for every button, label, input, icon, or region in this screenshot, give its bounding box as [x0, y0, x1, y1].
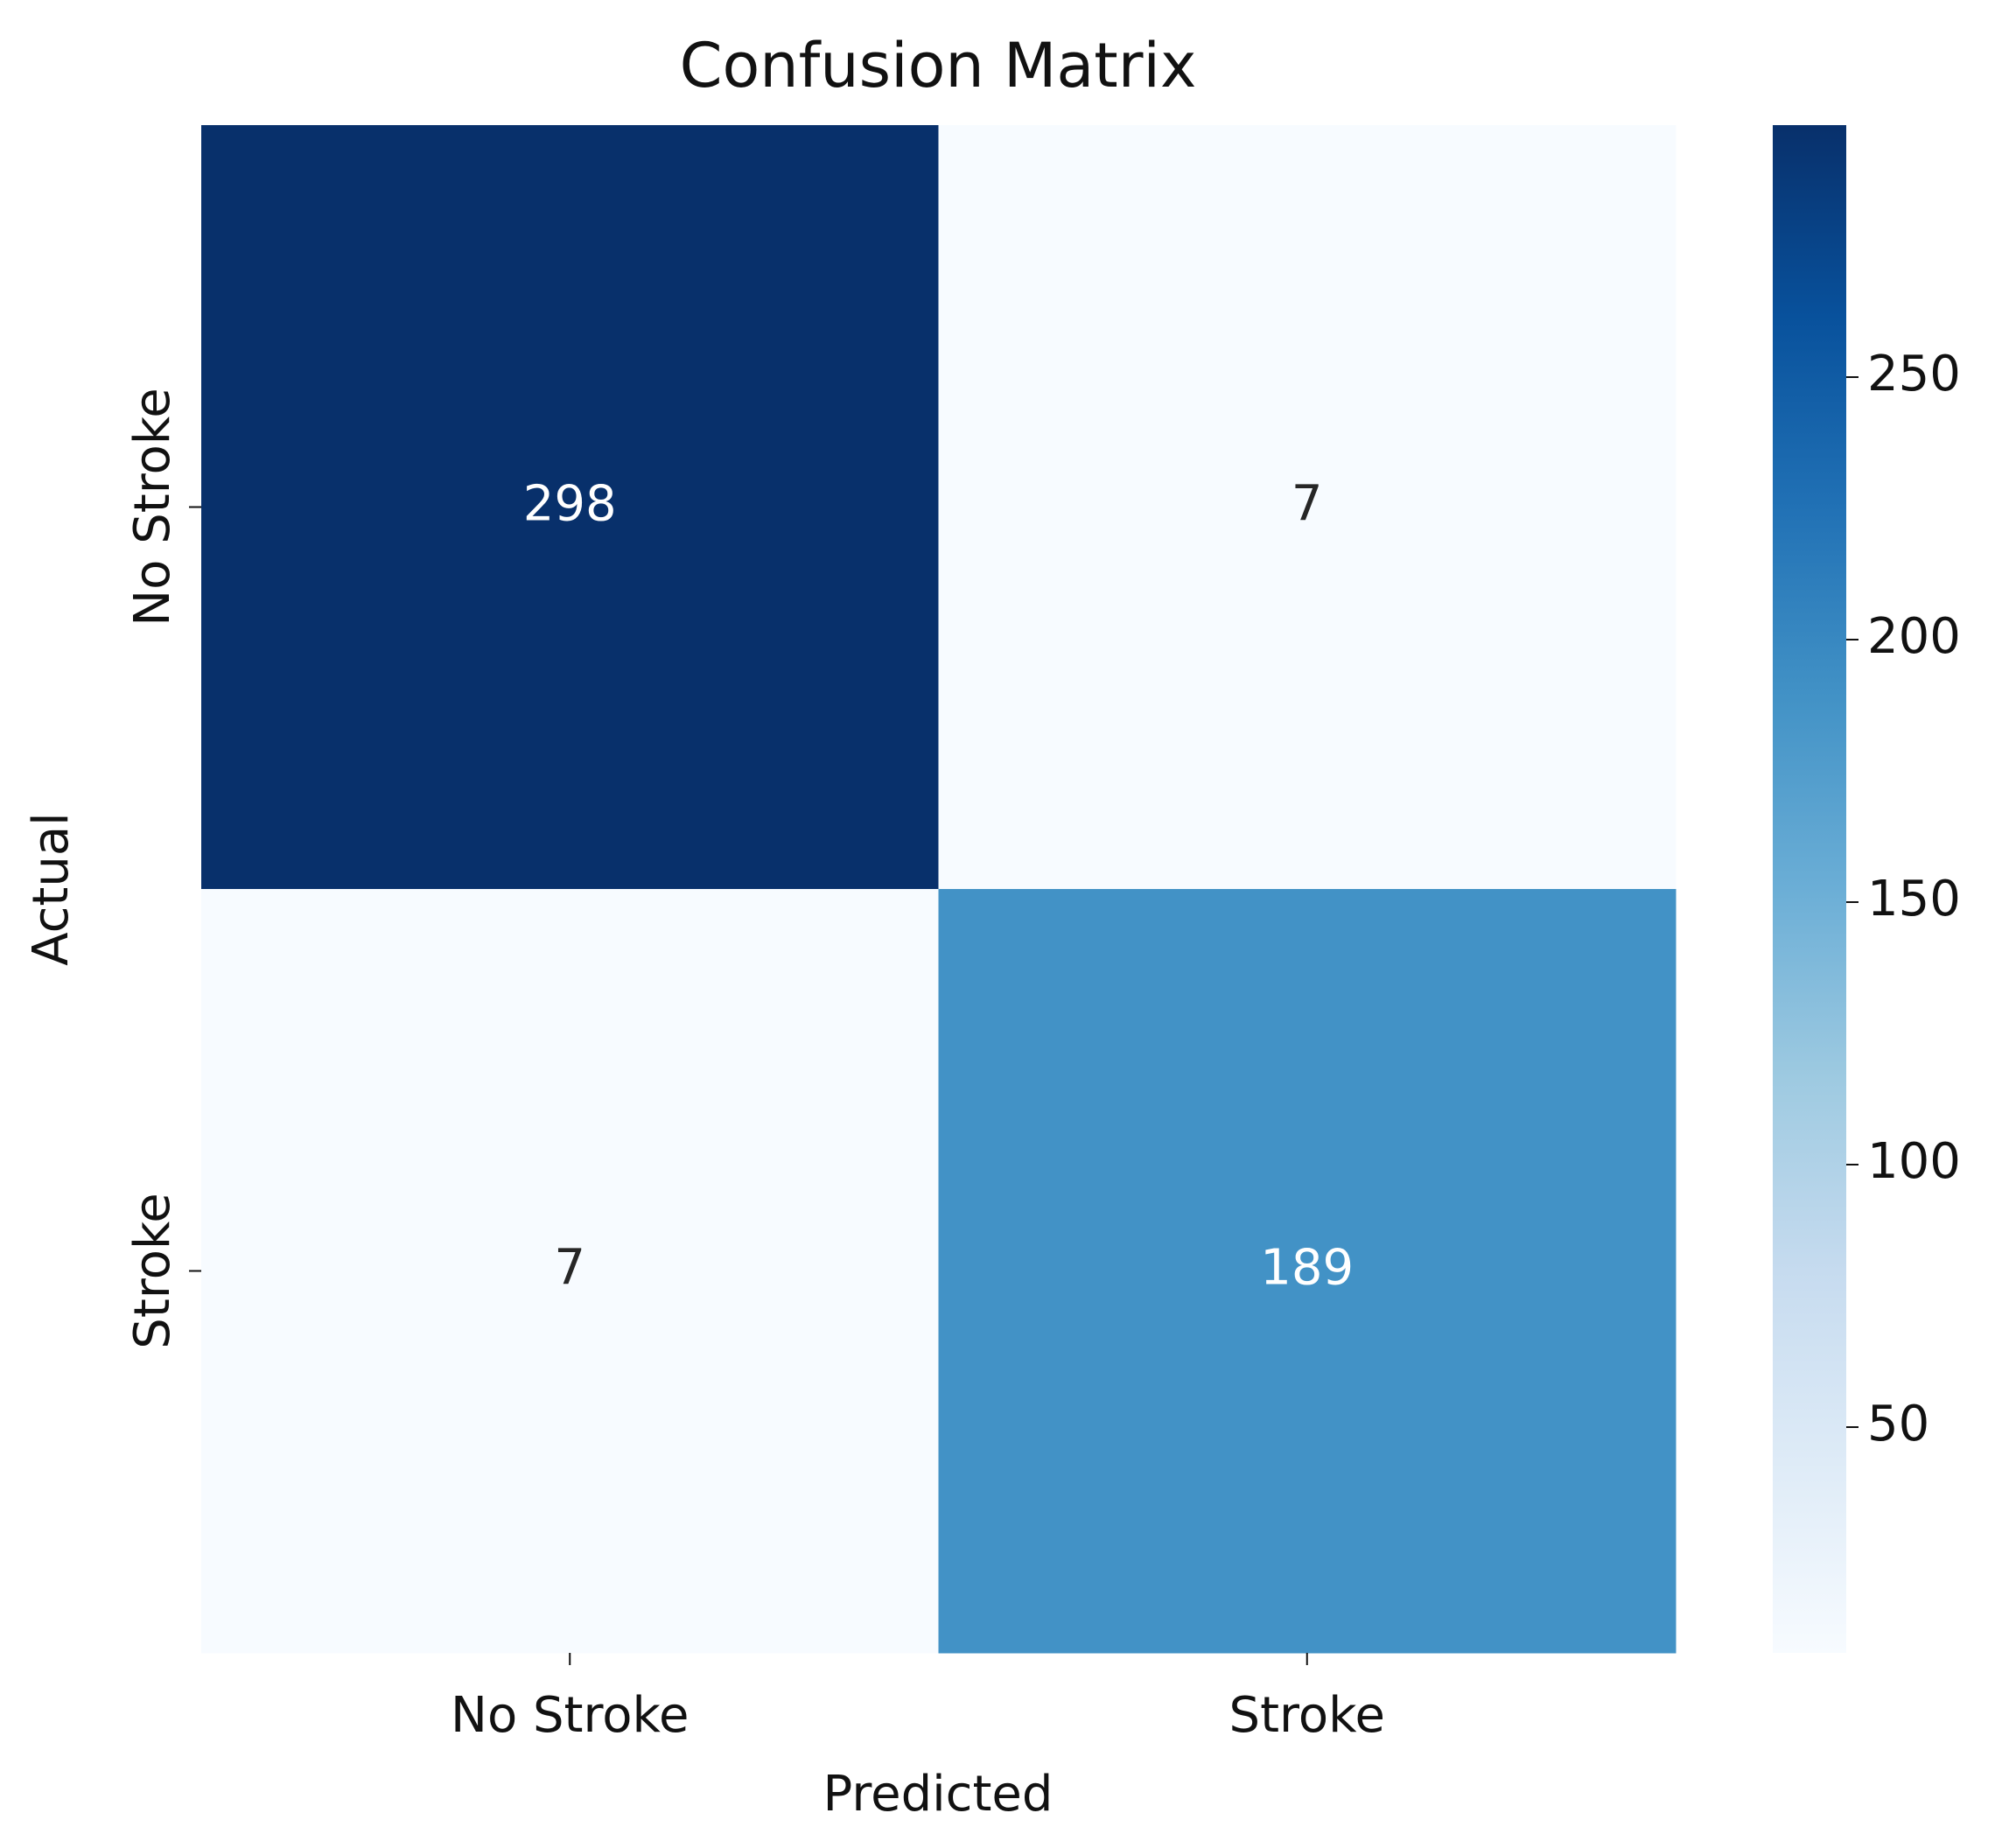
- cell-label: 7: [1292, 476, 1323, 533]
- y-tick-label: No Stroke: [124, 388, 181, 626]
- colorbar-tick-label: 100: [1867, 1133, 1961, 1190]
- colorbar-tick-label: 250: [1867, 346, 1961, 402]
- heatmap-cell: [938, 889, 1676, 1654]
- x-tick-label: Stroke: [1229, 1687, 1385, 1744]
- chart-title: Confusion Matrix: [680, 30, 1197, 102]
- heatmap-cell: [201, 125, 939, 890]
- x-axis-label: Predicted: [823, 1766, 1054, 1823]
- cell-label: 298: [523, 476, 617, 533]
- colorbar-tick-label: 150: [1867, 871, 1961, 928]
- x-tick-label: No Stroke: [451, 1687, 689, 1744]
- y-axis-label: Actual: [23, 812, 80, 965]
- y-tick-label: Stroke: [124, 1193, 181, 1348]
- cell-label: 189: [1260, 1240, 1354, 1297]
- colorbar: [1773, 125, 1846, 1653]
- colorbar-tick-label: 50: [1867, 1396, 1929, 1452]
- colorbar-tick-label: 200: [1867, 608, 1961, 665]
- cell-label: 7: [554, 1240, 585, 1297]
- heatmap-cell: [201, 889, 939, 1654]
- heatmap-cell: [938, 125, 1676, 890]
